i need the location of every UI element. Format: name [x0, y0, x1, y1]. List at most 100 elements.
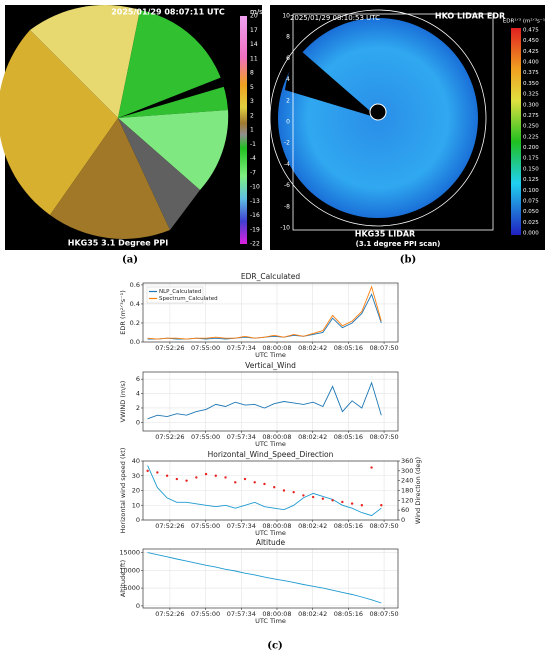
colorbar-label: 0.200 — [523, 145, 539, 151]
colorbar-label: 0.225 — [523, 134, 539, 140]
data-point — [350, 502, 354, 505]
x-tick-label: 08:07:50 — [369, 433, 398, 441]
y-axis-label: Altitude (ft) — [119, 560, 127, 597]
colorbar-label: -22 — [250, 241, 260, 248]
x-tick-label: 08:05:16 — [334, 433, 363, 441]
axis-label: 4 — [286, 76, 290, 83]
y-tick-label: 30 — [132, 472, 140, 480]
data-line — [147, 285, 382, 340]
data-point — [380, 504, 383, 507]
data-point — [360, 504, 364, 507]
plot-frame — [142, 371, 399, 432]
colorbar-label: -4 — [250, 155, 256, 162]
colorbar-label: 8 — [250, 70, 254, 77]
y-tick-label: 40 — [132, 457, 140, 465]
colorbar-label: 1 — [250, 127, 254, 134]
chart-title: Horizontal_Wind_Speed_Direction — [208, 450, 334, 459]
data-point — [282, 489, 286, 492]
x-tick-label: 07:55:00 — [191, 522, 220, 530]
y-tick-label: 0.6 — [130, 281, 140, 289]
y-axis-label: Horizontal wind speed (kt) — [119, 448, 127, 534]
axis-label: 2 — [286, 97, 290, 104]
data-line — [147, 465, 382, 517]
y2-tick-label: 180 — [401, 487, 413, 495]
radar-echo — [118, 110, 229, 190]
colorbar-label: 0.150 — [523, 166, 539, 172]
data-point — [156, 471, 159, 474]
colorbar-label: -16 — [250, 212, 260, 219]
x-axis-label: UTC Time — [255, 440, 286, 448]
y-tick-label: 0 — [136, 418, 140, 426]
data-point — [165, 474, 169, 477]
x-tick-label: 07:57:34 — [227, 610, 256, 618]
radar-echo — [50, 118, 170, 239]
caption: (b) — [400, 255, 416, 266]
axis-label: -10 — [280, 225, 290, 232]
caption: (a) — [122, 255, 138, 266]
x-tick-label: 07:52:26 — [155, 344, 184, 352]
legend-label: NLP_Calculated — [159, 289, 201, 295]
y2-tick-label: 120 — [401, 496, 413, 504]
y-tick-label: 5000 — [123, 584, 140, 592]
colorbar-label: 11 — [250, 55, 258, 62]
axis-label: -4 — [284, 161, 290, 168]
x-tick-label: 08:00:08 — [262, 344, 291, 352]
data-point — [311, 495, 315, 499]
lidar-sector — [285, 50, 378, 118]
axis-label: -8 — [284, 203, 290, 210]
data-point — [370, 466, 373, 469]
colorbar-label: 2 — [250, 112, 254, 119]
y-tick-label: 0.4 — [130, 300, 140, 308]
range-ring — [269, 9, 487, 227]
data-point — [195, 476, 198, 479]
y2-tick-label: 60 — [401, 506, 409, 514]
colorbar-label: -10 — [250, 184, 260, 191]
colorbar-label: 0.350 — [523, 81, 539, 87]
data-point — [204, 472, 208, 476]
data-point — [224, 476, 227, 479]
data-point — [243, 477, 247, 481]
x-tick-label: 07:52:26 — [155, 433, 184, 441]
y-tick-label: 15000 — [119, 549, 140, 557]
data-point — [253, 481, 256, 484]
x-tick-label: 07:57:34 — [227, 344, 256, 352]
data-point — [341, 500, 344, 504]
chart-title: Altitude — [256, 538, 286, 547]
lidar-site — [369, 103, 387, 121]
colorbar-unit: m/s — [250, 8, 263, 16]
radar-sector — [118, 70, 240, 118]
x-axis-label: UTC Time — [255, 351, 286, 359]
data-point — [273, 486, 276, 489]
axis-label: 10 — [282, 13, 290, 20]
x-tick-label: 08:00:08 — [262, 610, 291, 618]
x-tick-label: 08:02:42 — [298, 522, 327, 530]
x-tick-label: 08:00:08 — [262, 433, 291, 441]
y2-tick-label: 240 — [401, 477, 413, 485]
colorbar-label: 3 — [250, 98, 254, 105]
colorbar — [240, 16, 247, 244]
plot-frame — [142, 460, 399, 521]
colorbar-label: 0.275 — [523, 113, 539, 119]
x-tick-label: 07:57:34 — [227, 433, 256, 441]
colorbar-label: 0.025 — [523, 220, 539, 226]
y-tick-label: 6 — [136, 375, 140, 383]
x-tick-label: 07:52:26 — [155, 610, 184, 618]
colorbar-label: 0.300 — [523, 102, 539, 108]
data-point — [263, 482, 266, 486]
colorbar-label: -13 — [250, 198, 260, 205]
x-tick-label: 08:05:16 — [334, 344, 363, 352]
y-tick-label: 4 — [136, 390, 140, 398]
y-tick-label: 0 — [136, 602, 140, 610]
colorbar-label: 20 — [250, 13, 258, 20]
x-tick-label: 08:02:42 — [298, 344, 327, 352]
colorbar-label: 0.175 — [523, 156, 539, 162]
colorbar-label: -1 — [250, 141, 256, 148]
x-axis-label: UTC Time — [255, 529, 286, 537]
x-tick-label: 07:55:00 — [191, 433, 220, 441]
panel-footer: HKG35 3.1 Degree PPI — [68, 239, 168, 248]
y-axis-label: VWIND (m/s) — [119, 381, 127, 423]
radar-echo — [0, 30, 118, 215]
radar-echo — [118, 118, 200, 230]
legend-box — [146, 286, 204, 304]
data-point — [292, 490, 295, 494]
